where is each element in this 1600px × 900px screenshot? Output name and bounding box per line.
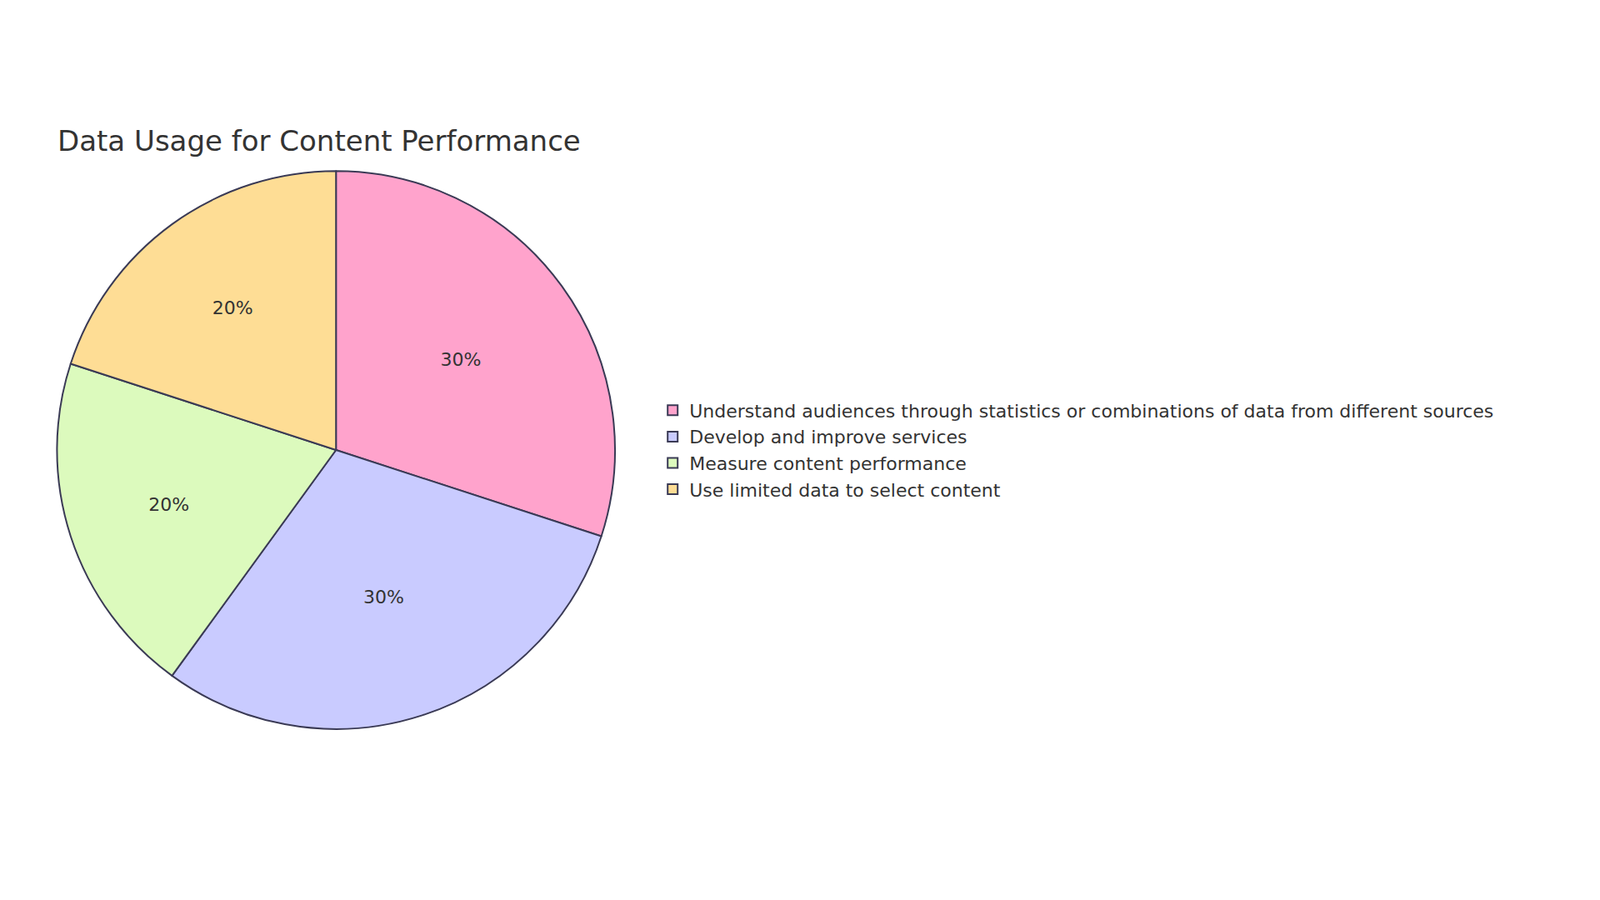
svg-text:30%: 30%: [363, 586, 405, 608]
svg-text:Use limited data to select con: Use limited data to select content: [689, 480, 1001, 501]
svg-text:Develop and improve services: Develop and improve services: [689, 426, 967, 448]
svg-text:20%: 20%: [148, 494, 190, 515]
svg-text:20%: 20%: [212, 297, 254, 319]
svg-text:Understand audiences through s: Understand audiences through statistics …: [689, 400, 1494, 422]
svg-text:Data Usage for Content Perform: Data Usage for Content Performance: [57, 124, 581, 158]
svg-text:30%: 30%: [440, 349, 481, 370]
svg-text:Measure content performance: Measure content performance: [689, 453, 967, 475]
